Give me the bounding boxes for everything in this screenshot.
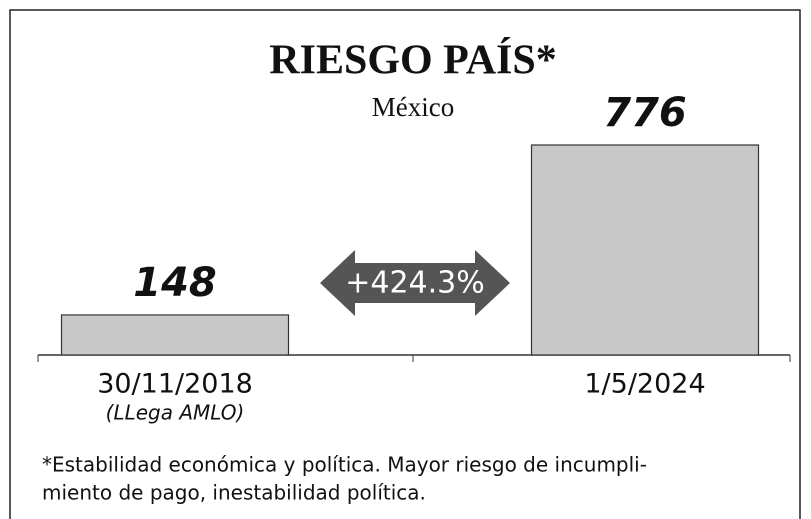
double-arrow (320, 250, 510, 316)
frame (9, 9, 801, 519)
value-label: 148 (133, 260, 217, 306)
chart-title: RIESGO PAÍS* (269, 37, 556, 84)
bar (530, 144, 760, 356)
value-label: 776 (603, 90, 687, 136)
x-tick-note: (LLega AMLO) (106, 401, 245, 425)
annotation: +424.3% (345, 266, 485, 301)
bar (60, 314, 290, 356)
chart-subtitle: México (372, 92, 454, 122)
x-tick-label: 1/5/2024 (584, 369, 705, 400)
x-tick-label: 30/11/2018 (97, 369, 253, 400)
arrow: +424.3% (320, 250, 510, 316)
footnote-line: miento de pago, inestabilidad política. (42, 481, 426, 505)
footnote-line: *Estabilidad económica y política. Mayor… (42, 453, 647, 477)
